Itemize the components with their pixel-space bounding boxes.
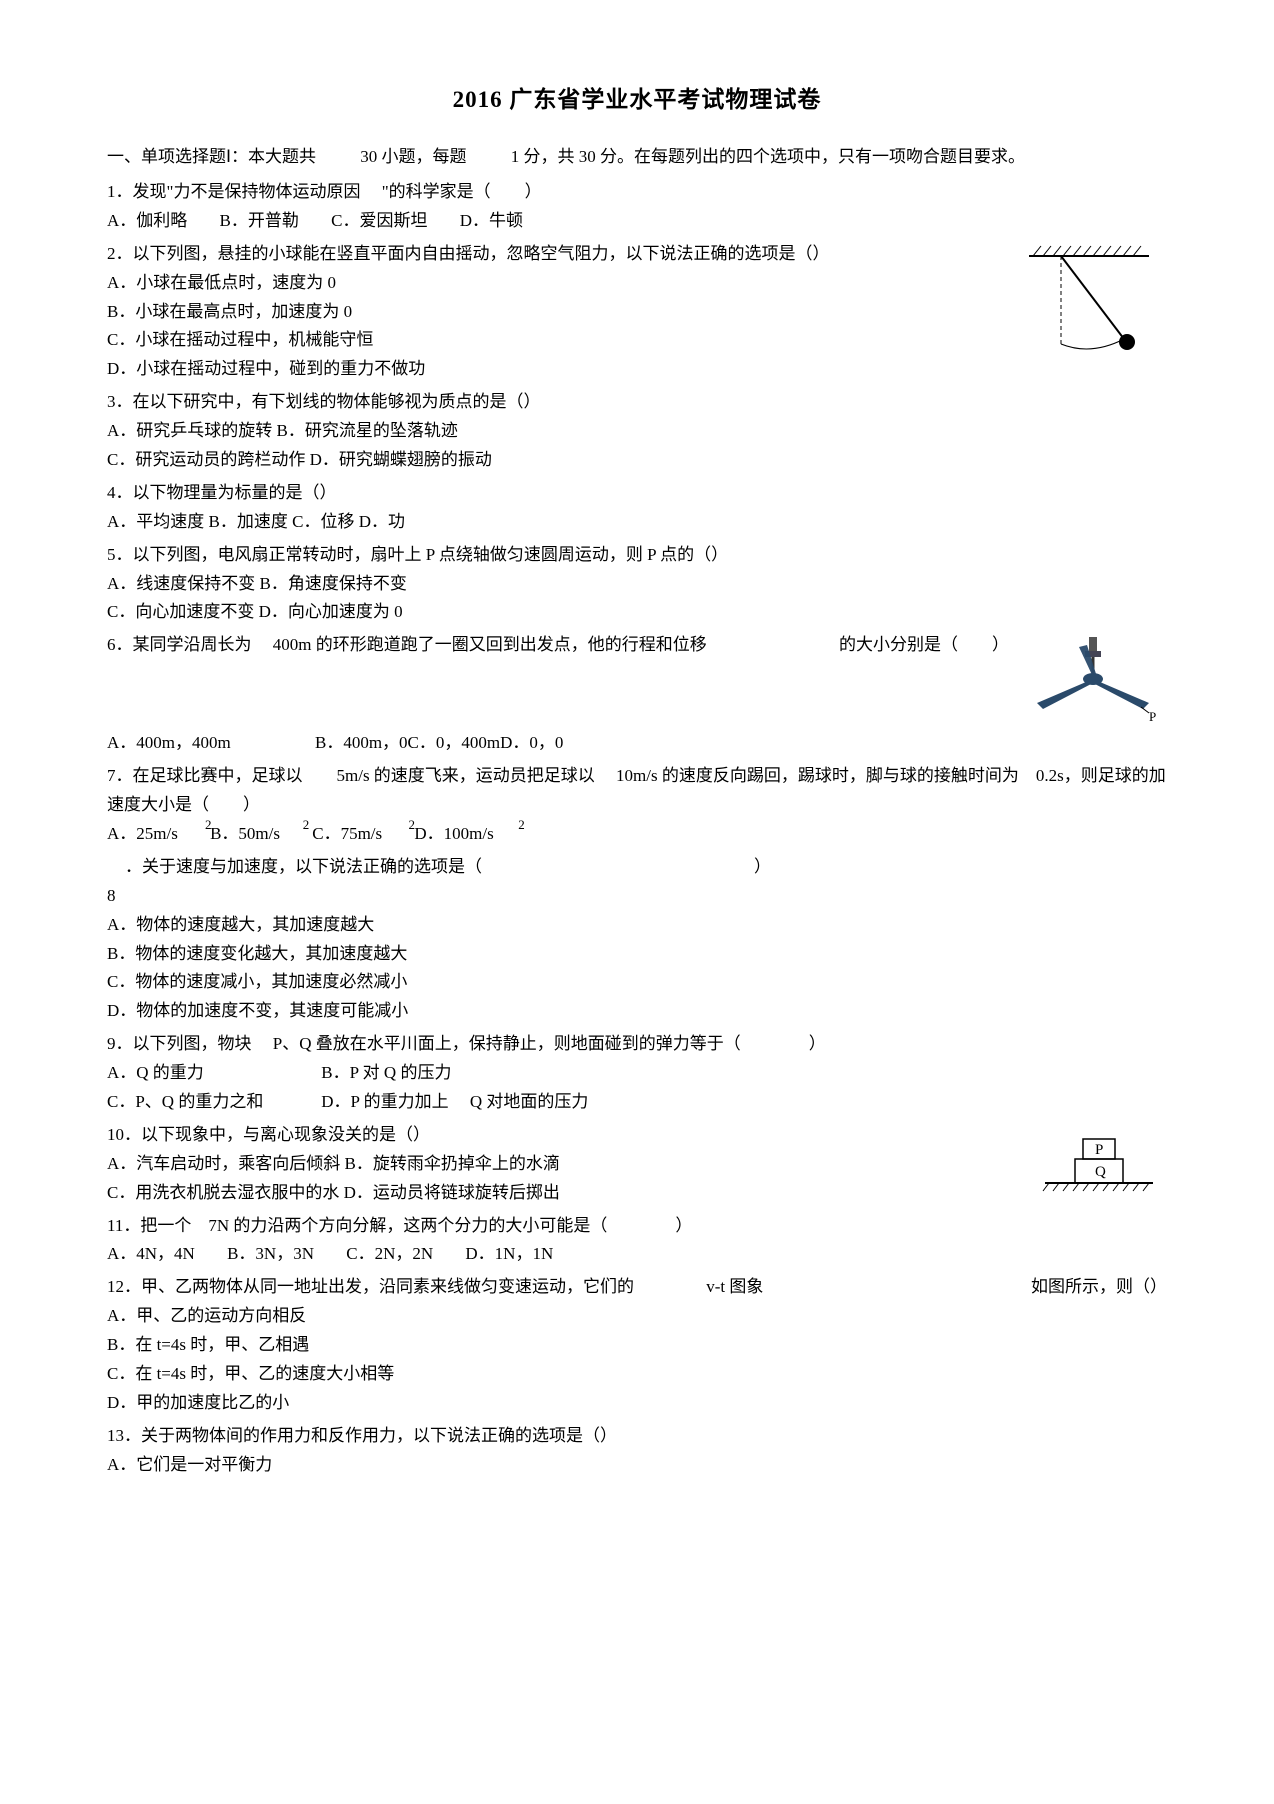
section-intro-2: 小题，每题	[382, 147, 467, 166]
q12-text-1: 12．甲、乙两物体从同一地址出发，沿同素来线做匀变速运动，它们的 v‐t 图象	[107, 1277, 763, 1296]
q2-opt-a: A．小球在最低点时，速度为 0	[107, 269, 1167, 298]
q3-opt-cd: C．研究运动员的跨栏动作 D．研究蝴蝶翅膀的振动	[107, 446, 1167, 475]
q8-opt-d: D．物体的加速度不变，其速度可能减小	[107, 997, 1167, 1026]
q7-text: 7．在足球比赛中，足球以 5m/s 的速度飞来，运动员把足球以 10m/s 的速…	[107, 762, 1167, 820]
q2-opt-c: C．小球在摇动过程中，机械能守恒	[107, 326, 1167, 355]
q8-opt-c: C．物体的速度减小，其加速度必然减小	[107, 968, 1167, 997]
q12-opt-d: D．甲的加速度比乙的小	[107, 1389, 1167, 1418]
question-2: 2．以下列图，悬挂的小球能在竖直平面内自由摇动，忽略空气阻力，以下说法正确的选项…	[107, 240, 1167, 384]
q12-opt-a: A．甲、乙的运动方向相反	[107, 1302, 1167, 1331]
q3-opt-ab: A．研究乒乓球的旋转 B．研究流星的坠落轨迹	[107, 417, 1167, 446]
q5-opt-cd: C．向心加速度不变 D．向心加速度为 0	[107, 598, 1167, 627]
question-1: 1．发现"力不是保持物体运动原因 "的科学家是（ ） A．伽利略 B．开普勒 C…	[107, 178, 1167, 236]
question-10: 10．以下现象中，与离心现象没关的是（） A．汽车启动时，乘客向后倾斜 B．旋转…	[107, 1121, 1167, 1208]
q8-opt-b: B．物体的速度变化越大，其加速度越大	[107, 940, 1167, 969]
q6-text-2-tail: 的大小分别是（ ）	[839, 631, 1009, 660]
q8-opt-a: A．物体的速度越大，其加速度越大	[107, 911, 1167, 940]
section-1-header: 一、单项选择题Ⅰ：本大题共 30 小题，每题 1 分，共 30 分。在每题列出的…	[107, 143, 1167, 172]
q10-opt-ab: A．汽车启动时，乘客向后倾斜 B．旋转雨伞扔掉伞上的水滴	[107, 1150, 1167, 1179]
q11-opt-c: C．2N，2N	[346, 1244, 433, 1263]
q1-opt-a: A．伽利略	[107, 211, 187, 230]
q3-text: 3．在以下研究中，有下划线的物体能够视为质点的是（）	[107, 388, 1167, 417]
q9-opt-c: C．P、Q 的重力之和	[107, 1088, 317, 1117]
page-title: 2016 广东省学业水平考试物理试卷	[107, 80, 1167, 119]
q1-opt-d: D．牛顿	[460, 211, 523, 230]
q9-opt-b: B．P 对 Q 的压力	[321, 1063, 451, 1082]
q8-num: 8	[107, 886, 116, 905]
q12-opt-b: B．在 t=4s 时，甲、乙相遇	[107, 1331, 1167, 1360]
question-5: 5．以下列图，电风扇正常转动时，扇叶上 P 点绕轴做匀速圆周运动，则 P 点的（…	[107, 541, 1167, 628]
question-9: 9．以下列图，物块 P、Q 叠放在水平川面上，保持静止，则地面碰到的弹力等于（ …	[107, 1030, 1167, 1117]
q9-opt-d: D．P 的重力加上 Q 对地面的压力	[321, 1092, 588, 1111]
question-7: 7．在足球比赛中，足球以 5m/s 的速度飞来，运动员把足球以 10m/s 的速…	[107, 762, 1167, 849]
q2-text: 2．以下列图，悬挂的小球能在竖直平面内自由摇动，忽略空气阻力，以下说法正确的选项…	[107, 240, 1167, 269]
q13-opt-a: A．它们是一对平衡力	[107, 1451, 1167, 1480]
q2-opt-d: D．小球在摇动过程中，碰到的重力不做功	[107, 355, 1167, 384]
section-count: 30	[360, 147, 377, 166]
q7-exp-d: 2	[518, 817, 525, 832]
q5-text: 5．以下列图，电风扇正常转动时，扇叶上 P 点绕轴做匀速圆周运动，则 P 点的（…	[107, 541, 1167, 570]
q11-opt-b: B．3N，3N	[227, 1244, 314, 1263]
q9-text: 9．以下列图，物块 P、Q 叠放在水平川面上，保持静止，则地面碰到的弹力等于（ …	[107, 1030, 1167, 1059]
q6-text-1: 6．某同学沿周长为 400m 的环形跑道跑了一圈又回到出发点，他的行程和位移	[107, 635, 707, 654]
q4-text: 4．以下物理量为标量的是（）	[107, 479, 1167, 508]
section-intro-3: 分，共	[524, 147, 575, 166]
section-intro-1: 一、单项选择题Ⅰ：本大题共	[107, 147, 316, 166]
q9-opt-a: A．Q 的重力	[107, 1059, 317, 1088]
section-intro-4: 分。在每题列出的四个选项中，只有一项吻合题目要求。	[600, 147, 1025, 166]
q7-exp-c: 2	[409, 817, 416, 832]
section-total: 30	[579, 147, 596, 166]
question-13: 13．关于两物体间的作用力和反作用力，以下说法正确的选项是（） A．它们是一对平…	[107, 1422, 1167, 1480]
q12-opt-c: C．在 t=4s 时，甲、乙的速度大小相等	[107, 1360, 1167, 1389]
q1-text: 1．发现"力不是保持物体运动原因 "的科学家是（ ）	[107, 178, 1167, 207]
q12-text-2-tail: 如图所示，则（）	[1031, 1273, 1167, 1302]
question-12: 12．甲、乙两物体从同一地址出发，沿同素来线做匀变速运动，它们的 v‐t 图象 …	[107, 1273, 1167, 1417]
q8-text: ．关于速度与加速度，以下说法正确的选项是（ ）	[125, 853, 771, 911]
q6-opt-bcd: B．400m，0C．0，400mD．0，0	[315, 733, 563, 752]
q2-opt-b: B．小球在最高点时，加速度为 0	[107, 298, 1167, 327]
question-11: 11．把一个 7N 的力沿两个方向分解，这两个分力的大小可能是（ ） A．4N，…	[107, 1212, 1167, 1270]
q7-exp-b: 2	[303, 817, 310, 832]
q11-text: 11．把一个 7N 的力沿两个方向分解，这两个分力的大小可能是（ ）	[107, 1212, 1167, 1241]
q10-opt-cd: C．用洗衣机脱去湿衣服中的水 D．运动员将链球旋转后掷出	[107, 1179, 1167, 1208]
q13-text: 13．关于两物体间的作用力和反作用力，以下说法正确的选项是（）	[107, 1422, 1167, 1451]
q10-text: 10．以下现象中，与离心现象没关的是（）	[107, 1121, 1167, 1150]
question-4: 4．以下物理量为标量的是（） A．平均速度 B．加速度 C．位移 D．功	[107, 479, 1167, 537]
section-points: 1	[511, 147, 520, 166]
q5-opt-ab: A．线速度保持不变 B．角速度保持不变	[107, 570, 1167, 599]
q1-opt-c: C．爱因斯坦	[331, 211, 427, 230]
q11-opt-d: D．1N，1N	[465, 1244, 553, 1263]
question-3: 3．在以下研究中，有下划线的物体能够视为质点的是（） A．研究乒乓球的旋转 B．…	[107, 388, 1167, 475]
q1-opt-b: B．开普勒	[220, 211, 299, 230]
q7-exp-a: 2	[205, 817, 212, 832]
question-6: 6．某同学沿周长为 400m 的环形跑道跑了一圈又回到出发点，他的行程和位移 的…	[107, 631, 1167, 758]
question-8: 8 ．关于速度与加速度，以下说法正确的选项是（ ） A．物体的速度越大，其加速度…	[107, 853, 1167, 1026]
q6-opt-a: A．400m，400m	[107, 733, 231, 752]
q11-opt-a: A．4N，4N	[107, 1244, 195, 1263]
q4-opts: A．平均速度 B．加速度 C．位移 D．功	[107, 508, 1167, 537]
